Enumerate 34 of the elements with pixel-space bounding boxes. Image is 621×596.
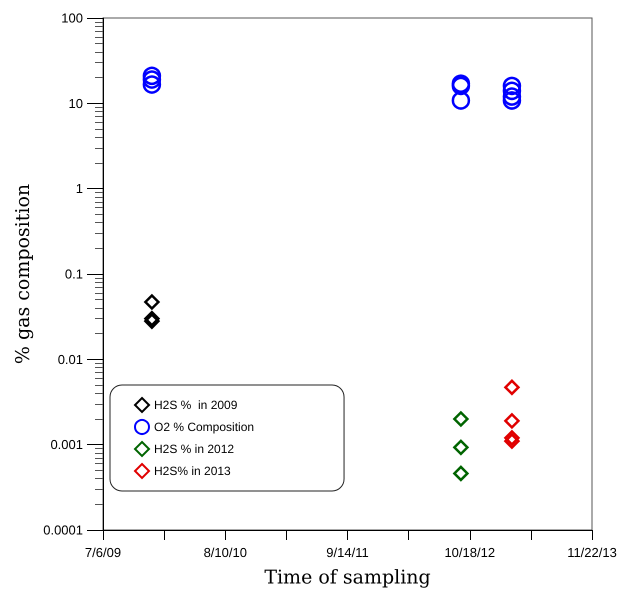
point: [142, 66, 162, 86]
y-tick-label: 100: [61, 10, 83, 26]
point: [142, 75, 162, 94]
x-tick-label: 8/10/10: [204, 545, 247, 560]
legend-label: H2S % in 2012: [154, 442, 234, 456]
point: [504, 413, 520, 429]
point: [452, 91, 470, 110]
x-tick-label: 11/22/13: [567, 545, 617, 560]
x-axis-title: Time of sampling: [264, 566, 431, 588]
point: [504, 433, 520, 449]
point: [502, 87, 522, 106]
point: [144, 294, 160, 310]
y-tick-label: 1: [76, 181, 83, 196]
point: [504, 430, 520, 446]
x-tick-label: 10/18/12: [444, 545, 496, 560]
legend-label: H2S% in 2013: [154, 464, 232, 478]
point: [502, 82, 522, 100]
y-tick-label: 10: [68, 96, 83, 111]
y-axis-title: % gas composition: [12, 184, 34, 364]
legend-label: O2 % Composition: [154, 420, 254, 434]
x-tick-label: 7/6/09: [84, 545, 122, 560]
point: [453, 411, 469, 427]
y-tick-label: 0.001: [50, 437, 83, 452]
point: [453, 466, 469, 482]
point: [453, 440, 469, 456]
legend-label: H2S % in 2009: [154, 398, 238, 412]
y-tick-label: 0.01: [58, 352, 83, 367]
point: [142, 70, 162, 89]
y-tick-label: 0.0001: [43, 522, 83, 538]
point: [502, 76, 522, 96]
y-tick-label: 0.1: [64, 266, 83, 282]
x-tick-label: 9/14/11: [326, 545, 369, 560]
point: [504, 380, 520, 396]
point: [502, 91, 522, 110]
